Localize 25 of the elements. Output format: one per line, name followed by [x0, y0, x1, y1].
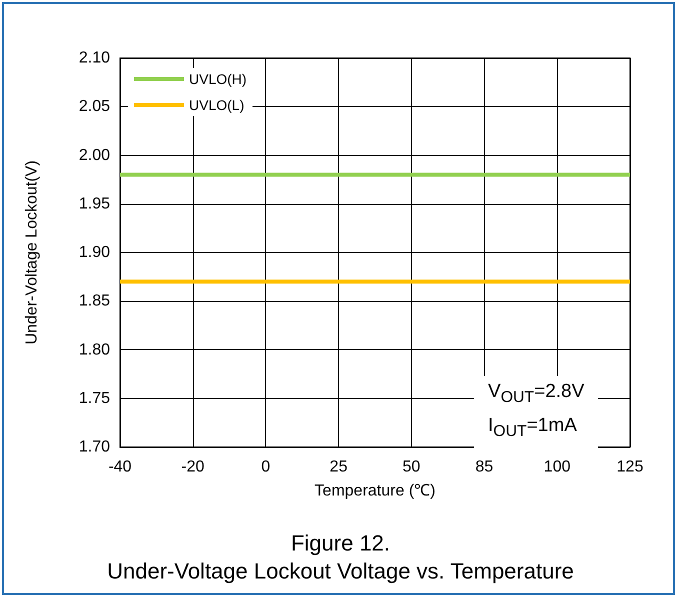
x-tick-label: -40	[108, 458, 132, 476]
x-tick-label: 25	[330, 458, 348, 476]
y-tick-label: 1.80	[78, 341, 110, 358]
y-tick-label: 1.75	[78, 390, 110, 407]
text: Figure 12.	[290, 530, 390, 556]
x-tick-label: 100	[544, 458, 571, 476]
annotation: I$_{OUT}$=1mA	[488, 414, 578, 442]
legend-label: UVLO(L)	[189, 97, 244, 113]
legend-label: UVLO(H)	[189, 71, 247, 87]
y-axis-title: Under-Voltage Lockout(V)	[24, 160, 40, 345]
y-tick-label: 1.95	[78, 195, 110, 212]
y-tick-label: 2.10	[78, 50, 110, 66]
x-tick-label: 0	[261, 458, 270, 476]
y-tick-label: 1.85	[78, 292, 110, 310]
x-axis-title: Temperature (℃)	[314, 482, 436, 500]
x-tick-label: 125	[616, 458, 644, 476]
y-tick-label: 2.05	[78, 98, 110, 116]
y-tick-label: 1.70	[78, 438, 110, 456]
y-tick-label: 1.90	[78, 244, 110, 261]
x-tick-label: 50	[402, 458, 420, 476]
annotation: V$_{OUT}$=2.8V	[488, 380, 584, 408]
y-tick-label: 2.00	[78, 146, 110, 164]
text: Under-Voltage Lockout Voltage vs. Temperature	[107, 558, 574, 584]
x-tick-label: 85	[475, 458, 494, 476]
x-tick-label: -20	[181, 458, 205, 476]
